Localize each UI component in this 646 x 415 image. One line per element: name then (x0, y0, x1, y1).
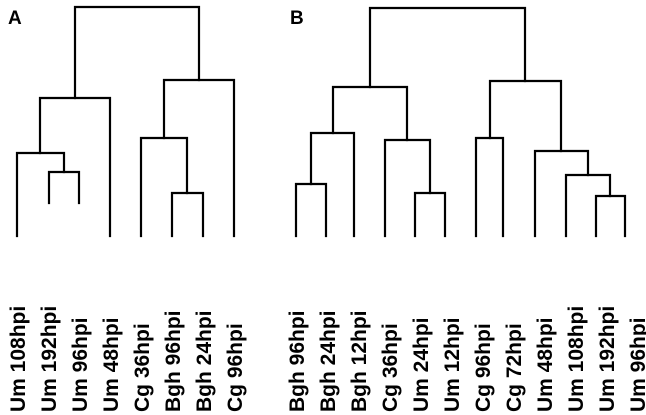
leaf-label: Bgh 12hpi (348, 310, 371, 412)
panel-b-branch (533, 149, 590, 238)
panel-b-branch (474, 136, 505, 238)
panel-a-branch (15, 151, 66, 238)
leaf-label: Cg 36hpi (379, 323, 402, 412)
leaf-label: Cg 36hpi (131, 323, 154, 412)
panel-a-branch (170, 191, 205, 238)
leaf-label: Cg 72hpi (503, 323, 526, 412)
leaf-label: Bgh 96hpi (162, 310, 185, 412)
panel-b-letter: B (290, 8, 304, 29)
leaf-label: Um 96hpi (69, 317, 92, 412)
panel-a-letter: A (8, 8, 22, 29)
panel-b-tree (294, 6, 627, 238)
panel-b-branch (564, 173, 612, 238)
leaf-label: Um 192hpi (38, 306, 61, 412)
panel-a-tree (15, 5, 236, 238)
panel-b-branch (488, 79, 563, 153)
panel-b-branch (294, 182, 328, 238)
panel-b-branch (368, 6, 527, 89)
leaf-label: Um 48hpi (534, 317, 557, 412)
leaf-label: Bgh 24hpi (317, 310, 340, 412)
panel-b-branch (383, 138, 432, 238)
panel-a-leaf-labels: Um 108hpi Um 192hpi Um 96hpi Um 48hpi Cg… (7, 306, 247, 412)
panel-b: B Bgh 96hpi Bgh 24hpi Bgh 12hpi Cg 36hpi… (286, 6, 646, 412)
leaf-label: Um 48hpi (100, 317, 123, 412)
leaf-label: Cg 96hpi (224, 323, 247, 412)
panel-b-branch (594, 194, 627, 238)
panel-a-branch (38, 96, 112, 238)
panel-b-branch (413, 191, 447, 238)
leaf-label: Bgh 24hpi (193, 310, 216, 412)
leaf-label: Cg 96hpi (472, 323, 495, 412)
leaf-label: Um 12hpi (441, 317, 464, 412)
panel-a-branch (47, 170, 81, 205)
panel-a: A Um 108hpi Um 192hpi Um 96hpi Um 48hpi … (7, 5, 247, 412)
leaf-label: Um 192hpi (596, 306, 619, 412)
leaf-label: Bgh 96hpi (286, 310, 309, 412)
panel-a-branch (73, 5, 201, 100)
leaf-label: Um 96hpi (627, 317, 646, 412)
panel-a-branch (139, 136, 189, 238)
leaf-label: Um 108hpi (7, 306, 30, 412)
leaf-label: Um 24hpi (410, 317, 433, 412)
panel-b-leaf-labels: Bgh 96hpi Bgh 24hpi Bgh 12hpi Cg 36hpi U… (286, 306, 646, 412)
leaf-label: Um 108hpi (565, 306, 588, 412)
panel-a-branch (162, 78, 236, 238)
